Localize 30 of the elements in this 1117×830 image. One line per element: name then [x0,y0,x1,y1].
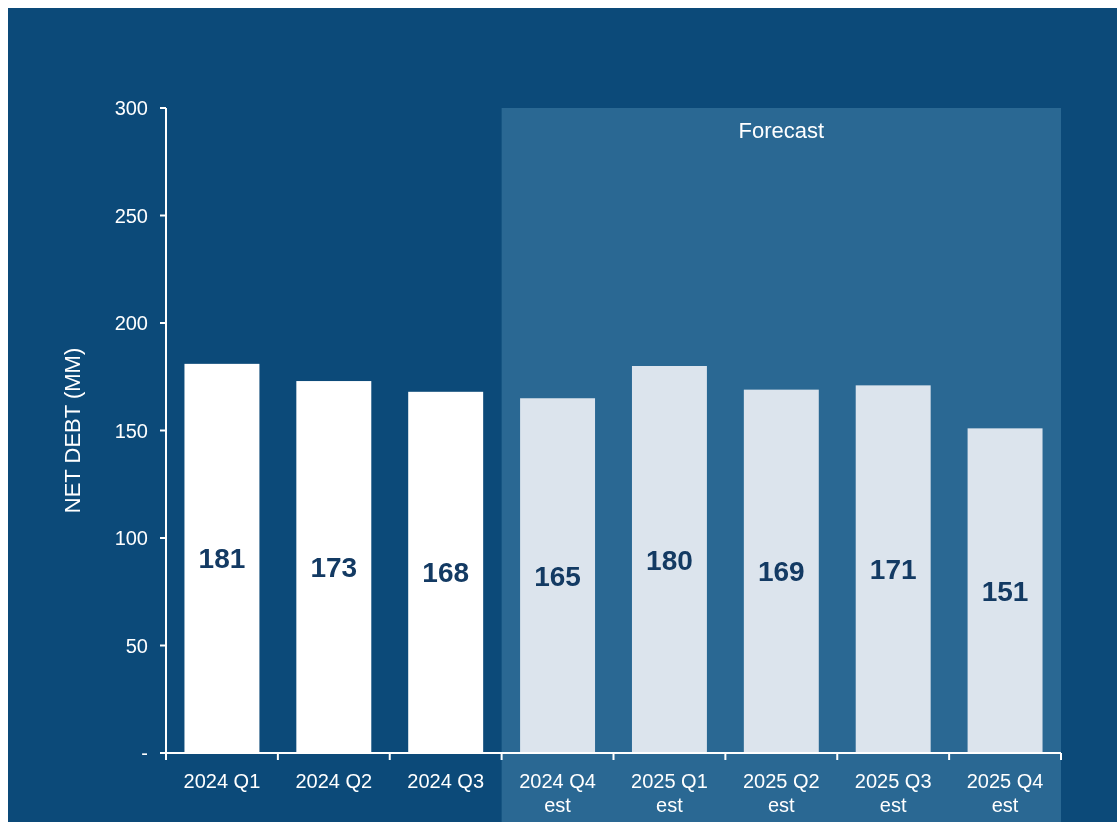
x-tick-label: 2024 Q3 [407,770,485,792]
data-label: 173 [310,552,358,584]
data-label: 169 [757,556,805,588]
data-label: 168 [422,557,470,589]
data-label: 171 [869,554,917,586]
y-tick-label: 150 [114,419,148,442]
data-label: 180 [646,544,693,576]
y-tick-label: 300 [114,97,148,119]
bar [520,398,596,753]
data-label: 151 [981,575,1029,607]
bar [855,385,931,753]
bar [743,389,819,753]
bar [631,366,707,753]
x-tick-label: 2024 Q2 [295,770,373,792]
data-label: 165 [534,560,581,592]
y-tick-label: 250 [114,204,148,227]
data-label: 181 [198,543,246,575]
y-tick-label: 200 [114,312,148,334]
y-axis-title: NET DEBT (MM) [60,347,85,514]
x-tick-label: 2024 Q1 [183,770,261,792]
band-label: Forecast [738,118,825,143]
x-tick-label: 2025 Q3 est [854,770,932,816]
x-tick-label: 2025 Q4 est [966,770,1044,816]
x-tick-label: 2025 Q2 est [742,770,820,816]
y-tick-label: 50 [125,634,148,657]
y-tick-label: 100 [114,527,148,549]
bar [967,428,1043,753]
x-tick-label: 2025 Q1 est [631,770,708,816]
x-tick-label: 2024 Q4 est [519,770,596,816]
y-tick-label: - [141,742,148,764]
